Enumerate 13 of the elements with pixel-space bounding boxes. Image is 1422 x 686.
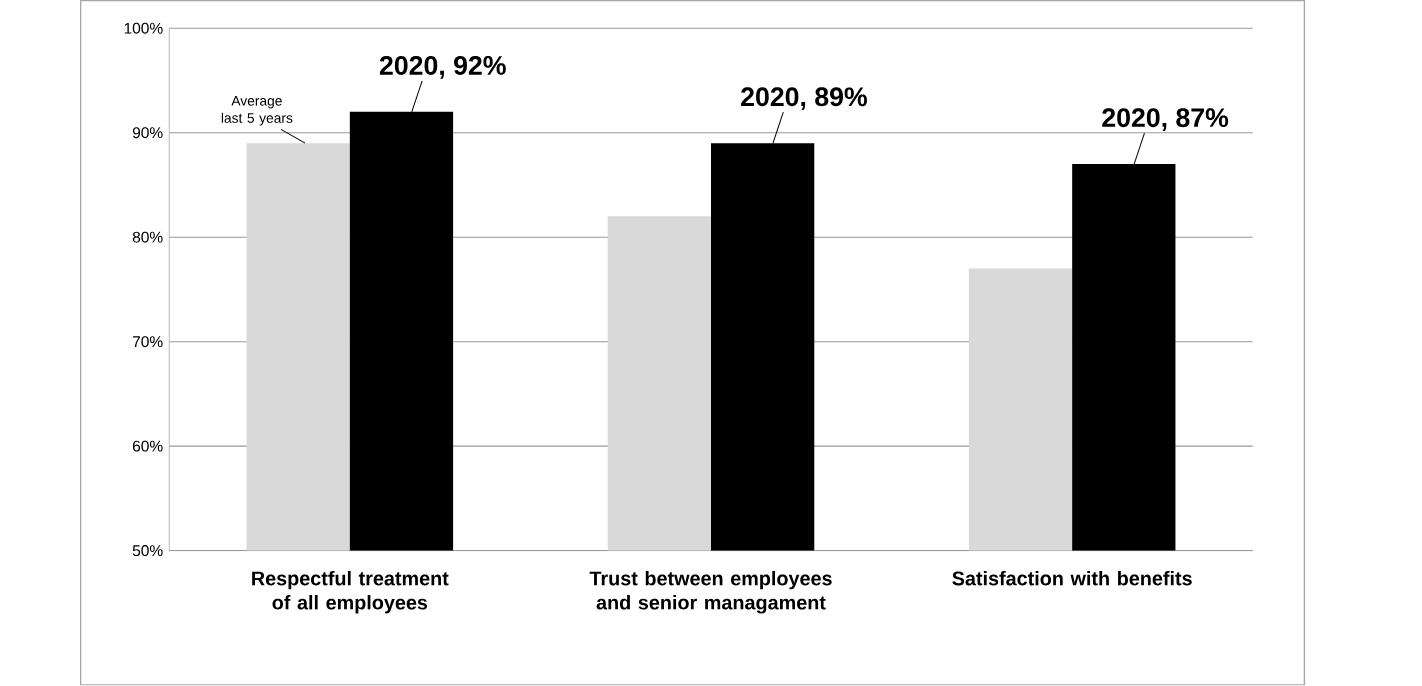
data-label: 2020, 89% [741,87,867,111]
x-tick-label: Trust between employees and senior managament [589,571,832,614]
y-tick-label: 90% [132,127,163,139]
data-label: 2020, 92% [379,56,506,79]
x-tick-label: Satisfaction with benefits [952,571,1192,586]
y-tick-label: 70% [132,336,163,348]
y-tick-label: 60% [132,440,163,452]
series-label: Average last 5 years [221,96,293,126]
y-tick-label: 50% [132,545,163,557]
y-tick-label: 80% [132,231,163,243]
data-label: 2020, 87% [1102,108,1229,132]
x-tick-label: Respectful treatment of all employees [252,571,449,614]
y-tick-label: 100% [124,22,163,34]
